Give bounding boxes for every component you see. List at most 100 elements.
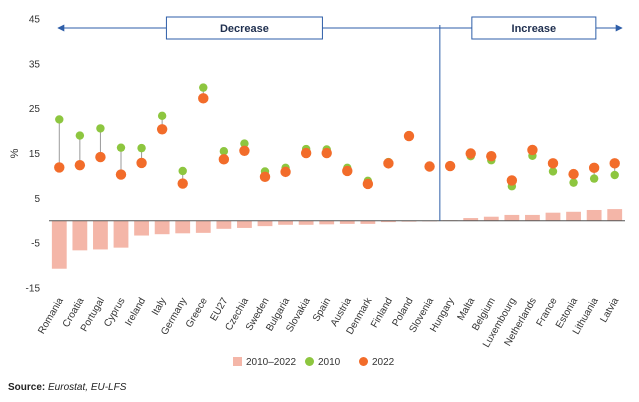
point-2010-estonia	[569, 178, 578, 187]
point-2022-croatia	[74, 159, 86, 171]
legend-swatch-2010	[305, 357, 314, 366]
bar-romania	[51, 220, 67, 269]
point-2022-czechia	[239, 145, 250, 157]
bar-portugal	[93, 220, 108, 250]
point-2022-luxembourg	[506, 175, 518, 186]
point-2010-portugal	[96, 124, 105, 133]
point-2022-malta	[465, 148, 476, 159]
point-2022-eu27	[218, 154, 230, 165]
point-2022-estonia	[568, 168, 579, 180]
point-2022-lithuania	[588, 162, 600, 174]
decrease-box	[165, 16, 323, 40]
point-2022-hungary	[444, 160, 456, 172]
point-2022-slovenia	[424, 161, 435, 172]
legend-label: 2010	[318, 357, 341, 368]
point-2022-romania	[54, 162, 65, 173]
point-2010-greece	[199, 83, 208, 92]
point-2010-eu27	[219, 147, 229, 156]
legend-label: 2010–2022	[246, 357, 296, 368]
y-axis-title: %	[9, 148, 21, 158]
legend-swatch-bar	[233, 357, 242, 366]
connector-lines	[58, 87, 616, 187]
point-2010-romania	[55, 115, 64, 124]
bar-netherlands	[525, 214, 540, 221]
bar-finland	[381, 220, 396, 223]
x-tick-label: Italy	[150, 296, 169, 317]
bar-cyprus	[113, 220, 129, 248]
point-2022-cyprus	[115, 169, 127, 180]
point-2022-spain	[321, 147, 332, 159]
bar-denmark	[360, 220, 376, 224]
legend: 2010–2022 2010 2022	[233, 357, 395, 368]
legend-swatch-2022	[359, 357, 368, 366]
point-2010-lithuania	[589, 174, 599, 183]
bar-luxembourg	[504, 214, 520, 221]
bar-spain	[319, 220, 335, 225]
bar-austria	[339, 220, 355, 224]
y-tick-label: 5	[34, 194, 40, 205]
y-tick-label: 45	[29, 15, 41, 26]
point-2022-latvia	[609, 158, 620, 169]
y-tick-label: 25	[29, 104, 41, 115]
annotation-boxes: Decrease Increase	[165, 16, 597, 40]
bar-bulgaria	[278, 220, 293, 225]
point-2022-bulgaria	[280, 166, 291, 178]
point-2010-latvia	[610, 170, 619, 180]
point-2022-slovakia	[300, 147, 312, 159]
decrease-label: Decrease	[220, 23, 269, 35]
source-note: Source: Eurostat, EU-LFS	[8, 382, 126, 393]
bar-estonia	[566, 211, 581, 221]
bar-greece	[195, 220, 211, 233]
y-axis: -15 -5 5 15 25 35 45	[26, 15, 41, 295]
bar-sweden	[257, 220, 273, 227]
point-series	[54, 83, 620, 191]
point-2022-germany	[177, 178, 188, 189]
bar-croatia	[72, 220, 88, 251]
bar-czechia	[237, 220, 252, 228]
point-2010-italy	[157, 111, 167, 121]
y-tick-label: -15	[26, 284, 41, 295]
bar-italy	[154, 220, 170, 235]
point-2010-cyprus	[116, 143, 126, 152]
point-2010-france	[548, 167, 558, 176]
point-2010-germany	[178, 166, 187, 176]
point-2022-italy	[156, 124, 168, 135]
x-tick-label: Latvia	[598, 296, 621, 325]
x-tick-label: Ireland	[123, 296, 148, 328]
point-2022-belgium	[486, 150, 497, 162]
point-2022-portugal	[95, 151, 106, 163]
point-2022-france	[547, 158, 559, 169]
point-2022-austria	[342, 165, 353, 177]
point-2010-croatia	[75, 131, 85, 140]
x-tick-label: Romania	[36, 296, 66, 337]
source-label: Source:	[8, 382, 46, 393]
legend-label: 2022	[372, 357, 395, 368]
bar-malta	[463, 218, 479, 221]
point-2022-poland	[403, 130, 415, 142]
point-2022-greece	[198, 93, 209, 104]
bar-lithuania	[586, 209, 602, 221]
source-value: Eurostat, EU-LFS	[48, 382, 127, 393]
bar-belgium	[483, 216, 499, 221]
bar-eu27	[216, 220, 232, 229]
point-2022-sweden	[259, 171, 271, 183]
bar-ireland	[134, 220, 149, 236]
point-2022-denmark	[362, 178, 374, 190]
y-tick-label: 15	[29, 149, 41, 160]
point-2022-netherlands	[527, 144, 538, 156]
bar-latvia	[607, 209, 623, 221]
y-tick-label: -5	[31, 239, 40, 250]
point-2022-ireland	[136, 157, 147, 169]
point-2010-czechia	[240, 139, 249, 148]
bar-slovakia	[298, 220, 314, 225]
bar-series	[51, 209, 623, 269]
bar-germany	[175, 220, 191, 234]
increase-box	[471, 16, 597, 40]
bar-france	[545, 212, 561, 221]
y-tick-label: 35	[29, 59, 41, 70]
increase-label: Increase	[512, 23, 557, 35]
point-2022-finland	[383, 158, 394, 169]
point-2010-ireland	[137, 143, 146, 153]
